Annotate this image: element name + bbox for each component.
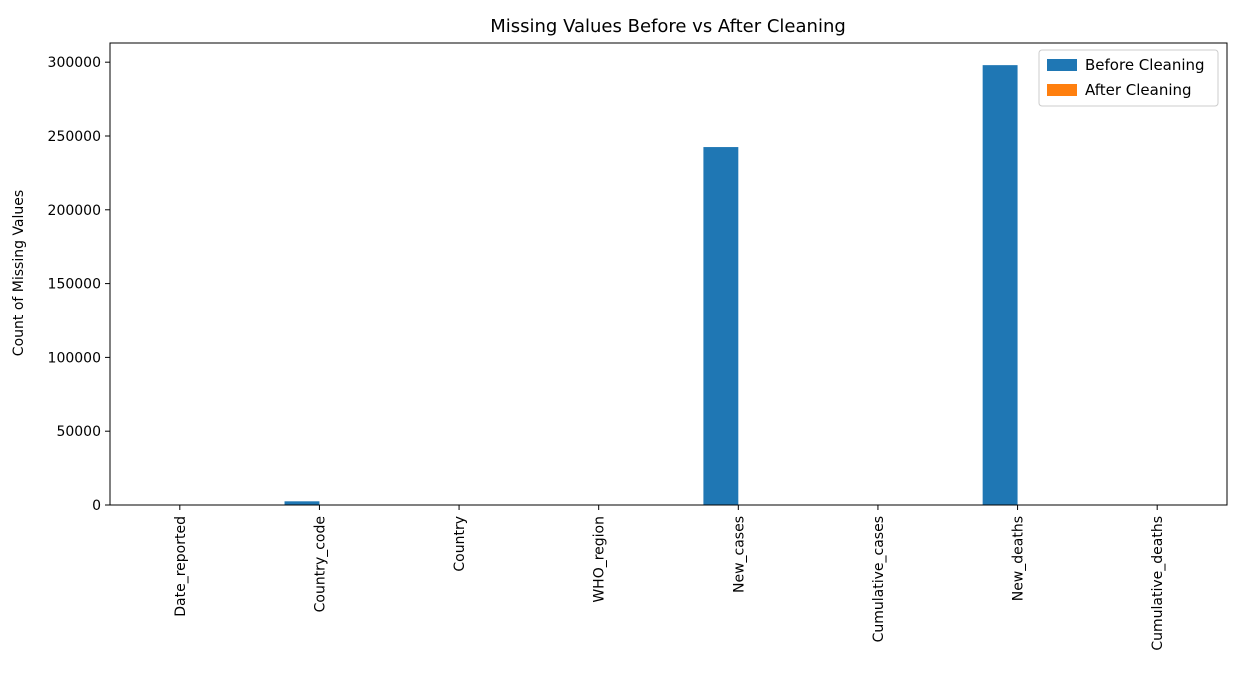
legend-swatch-before-cleaning [1047,59,1077,71]
x-tick-label: New_deaths [1011,516,1027,601]
x-tick-label: New_cases [731,516,747,593]
legend-label-after-cleaning: After Cleaning [1085,81,1192,99]
y-tick-label: 50000 [56,424,101,440]
y-tick-label: 0 [92,498,101,514]
y-tick-label: 250000 [48,129,101,145]
bar-before-cleaning-new-cases [703,147,739,505]
x-tick-label: Cumulative_deaths [1150,516,1166,651]
y-tick-label: 300000 [48,55,101,71]
x-tick-label: Cumulative_cases [871,516,887,642]
legend-swatch-after-cleaning [1047,84,1077,96]
bar-before-cleaning-country-code [284,501,320,505]
y-tick-label: 200000 [48,203,101,219]
x-tick-label: Country_code [312,516,328,612]
x-tick-label: Date_reported [173,516,189,617]
legend-label-before-cleaning: Before Cleaning [1085,56,1205,74]
y-tick-label: 100000 [48,350,101,366]
x-tick-label: WHO_region [592,516,608,603]
chart-title: Missing Values Before vs After Cleaning [490,16,846,37]
plot-frame [109,42,1228,506]
x-tick-label: Country [452,516,468,572]
x-ticks-group: Date_reported Country_code Country WHO_regi… [173,505,1166,651]
y-tick-label: 150000 [48,277,101,293]
bar-before-cleaning-new-deaths [982,65,1018,506]
y-ticks-group: 0 50000 100000 150000 200000 250000 300000 [48,55,110,514]
legend-box [1038,49,1219,107]
bars-group [284,65,1018,506]
legend: Before Cleaning After Cleaning [1038,49,1219,107]
y-axis-label: Count of Missing Values [11,190,27,356]
